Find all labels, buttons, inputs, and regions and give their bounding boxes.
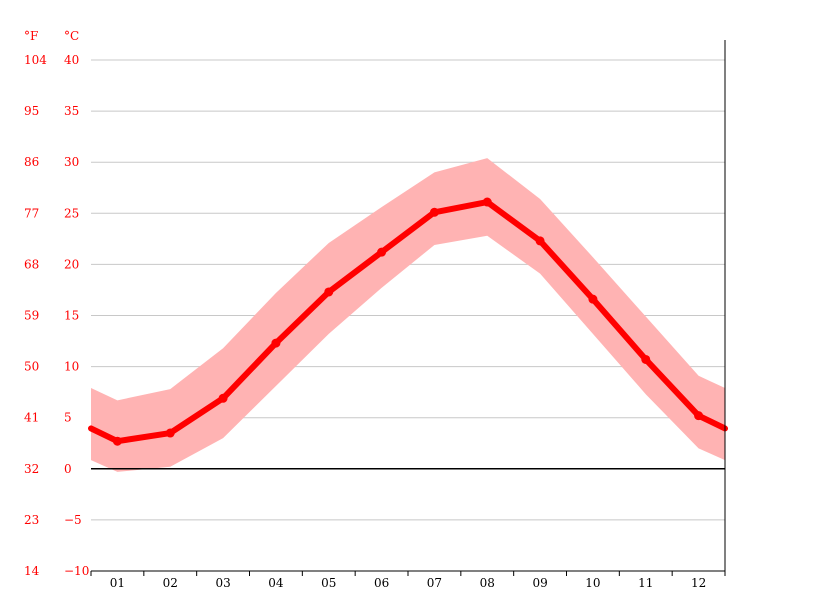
celsius-unit-label: °C	[64, 29, 79, 43]
mean-point-02	[165, 428, 175, 438]
y-tick-label-fahrenheit: 68	[24, 257, 39, 271]
mean-point-08	[482, 197, 492, 207]
y-tick-label-celsius: 5	[64, 411, 72, 425]
mean-point-05	[324, 287, 334, 297]
y-tick-label-celsius: 35	[64, 104, 79, 118]
mean-point-12	[694, 411, 704, 421]
y-tick-label-celsius: −5	[64, 513, 82, 527]
x-tick-label: 11	[638, 576, 653, 590]
mean-point-09	[535, 236, 545, 246]
y-tick-label-celsius: 25	[64, 206, 79, 220]
x-tick-label: 02	[163, 576, 178, 590]
y-tick-label-fahrenheit: 14	[24, 564, 40, 578]
mean-point-11	[641, 354, 651, 364]
y-tick-labels: °F °C 104 40 95 35 86 30 77 25 68 20 59 15 50 10 41 5 32…	[24, 29, 89, 578]
y-tick-label-fahrenheit: 95	[24, 104, 39, 118]
y-tick-label-fahrenheit: 50	[24, 360, 39, 374]
x-tick-label: 10	[585, 576, 600, 590]
y-tick-label-celsius: 0	[64, 462, 72, 476]
x-tick-labels: 01 02 03 04 05 06 07 08 09 10 11 12	[110, 576, 706, 590]
y-tick-label-fahrenheit: 77	[24, 206, 39, 220]
y-tick-label-celsius: 10	[64, 360, 79, 374]
mean-temperature-line	[88, 199, 728, 445]
x-tick-label: 09	[532, 576, 547, 590]
y-tick-label-fahrenheit: 32	[24, 462, 39, 476]
mean-point-07	[429, 207, 439, 217]
y-tick-label-fahrenheit: 23	[24, 513, 39, 527]
x-tick-label: 07	[427, 576, 442, 590]
x-tick-label: 12	[691, 576, 706, 590]
y-tick-label-celsius: −10	[64, 564, 89, 578]
fahrenheit-unit-label: °F	[24, 29, 38, 43]
mean-point-01	[112, 436, 122, 446]
mean-point-04	[271, 338, 281, 348]
x-tick-label: 08	[480, 576, 495, 590]
y-tick-label-fahrenheit: 86	[24, 155, 39, 169]
y-tick-label-celsius: 40	[64, 53, 79, 67]
y-tick-label-celsius: 15	[64, 309, 79, 323]
mean-point-06	[377, 247, 387, 257]
y-tick-label-celsius: 30	[64, 155, 79, 169]
y-tick-label-fahrenheit: 104	[24, 53, 47, 67]
y-tick-label-celsius: 20	[64, 257, 79, 271]
x-tick-label: 04	[268, 576, 284, 590]
y-tick-label-fahrenheit: 41	[24, 411, 39, 425]
y-tick-label-fahrenheit: 59	[24, 309, 39, 323]
x-tick-label: 01	[110, 576, 125, 590]
axes	[90, 40, 726, 576]
mean-point-10	[588, 294, 598, 304]
temperature-range-band	[91, 158, 725, 472]
x-tick-label: 06	[374, 576, 389, 590]
mean-temperature-points	[112, 197, 704, 446]
x-tick-label: 03	[215, 576, 230, 590]
mean-point-03	[218, 393, 228, 403]
x-tick-label: 05	[321, 576, 336, 590]
